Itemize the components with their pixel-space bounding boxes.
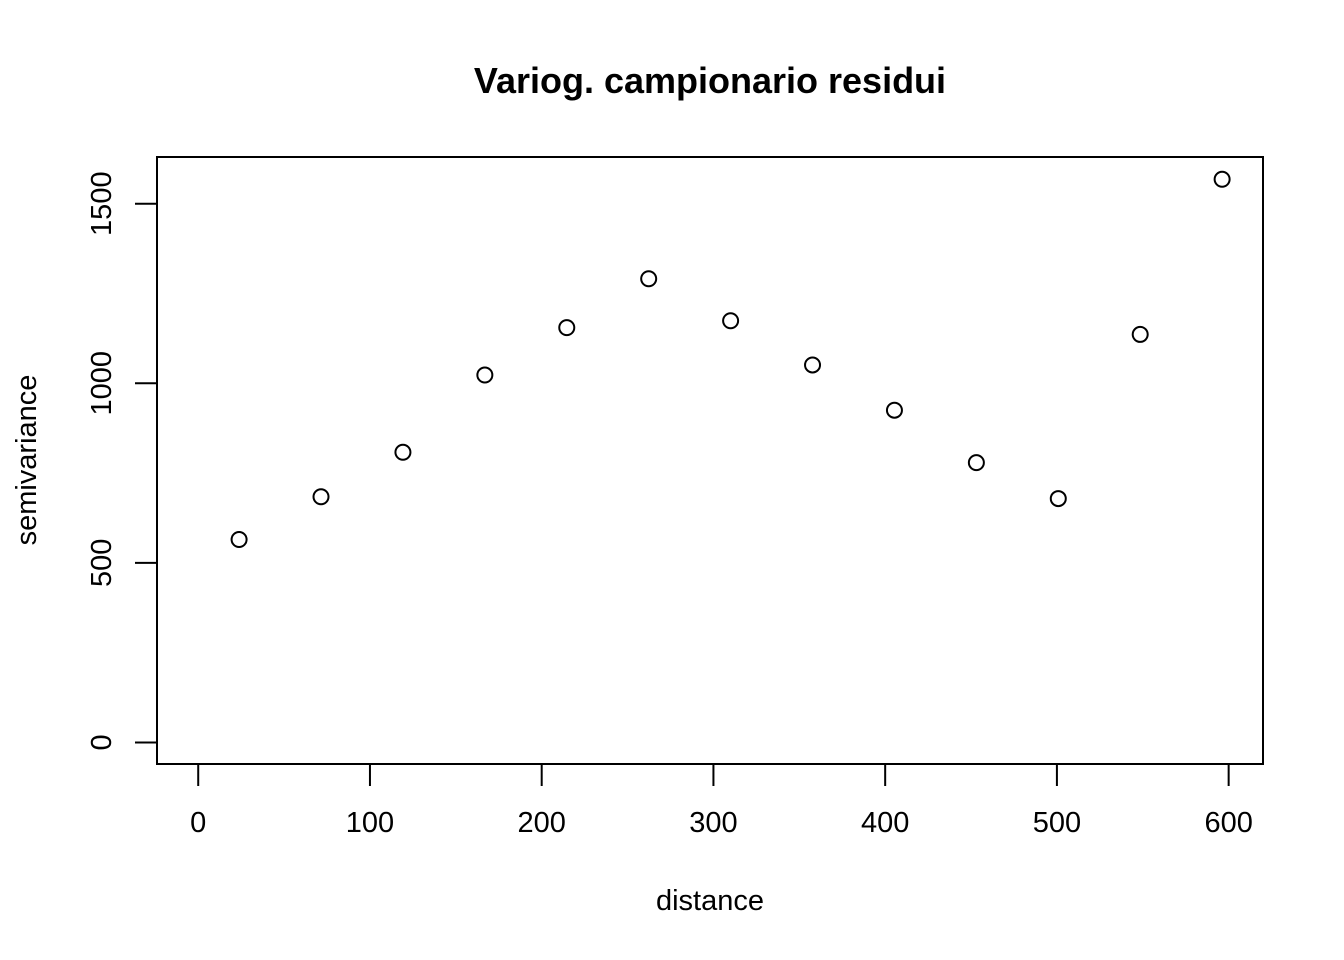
data-point: [394, 443, 412, 461]
x-axis-label: distance: [656, 885, 764, 917]
data-point: [885, 401, 903, 419]
data-point: [640, 270, 658, 288]
data-point: [1131, 325, 1149, 343]
data-point: [722, 312, 740, 330]
x-tick-label: 0: [190, 807, 206, 839]
data-point: [1213, 170, 1231, 188]
x-tick-label: 300: [689, 807, 737, 839]
data-point: [558, 319, 576, 337]
x-tick-label: 400: [861, 807, 909, 839]
x-tick-label: 500: [1033, 807, 1081, 839]
data-points: [230, 170, 1231, 549]
x-tick-label: 600: [1204, 807, 1252, 839]
y-axis-label: semivariance: [11, 375, 43, 546]
x-tick-label: 200: [518, 807, 566, 839]
data-point: [230, 531, 248, 549]
y-tick-label: 0: [86, 734, 118, 750]
y-tick-label: 500: [86, 539, 118, 587]
x-tick-label: 100: [346, 807, 394, 839]
data-point: [312, 488, 330, 506]
y-axis: 0 500 1000 1500: [86, 171, 158, 751]
y-tick-label: 1500: [86, 171, 118, 236]
chart-title: Variog. campionario residui: [474, 60, 946, 101]
data-point: [476, 366, 494, 384]
plot-frame: [156, 156, 1264, 765]
data-point: [967, 454, 985, 472]
data-point: [804, 356, 822, 374]
x-axis: 0 100 200 300 400 500 600: [190, 763, 1253, 839]
y-tick-label: 1000: [86, 351, 118, 416]
data-point: [1049, 490, 1067, 508]
